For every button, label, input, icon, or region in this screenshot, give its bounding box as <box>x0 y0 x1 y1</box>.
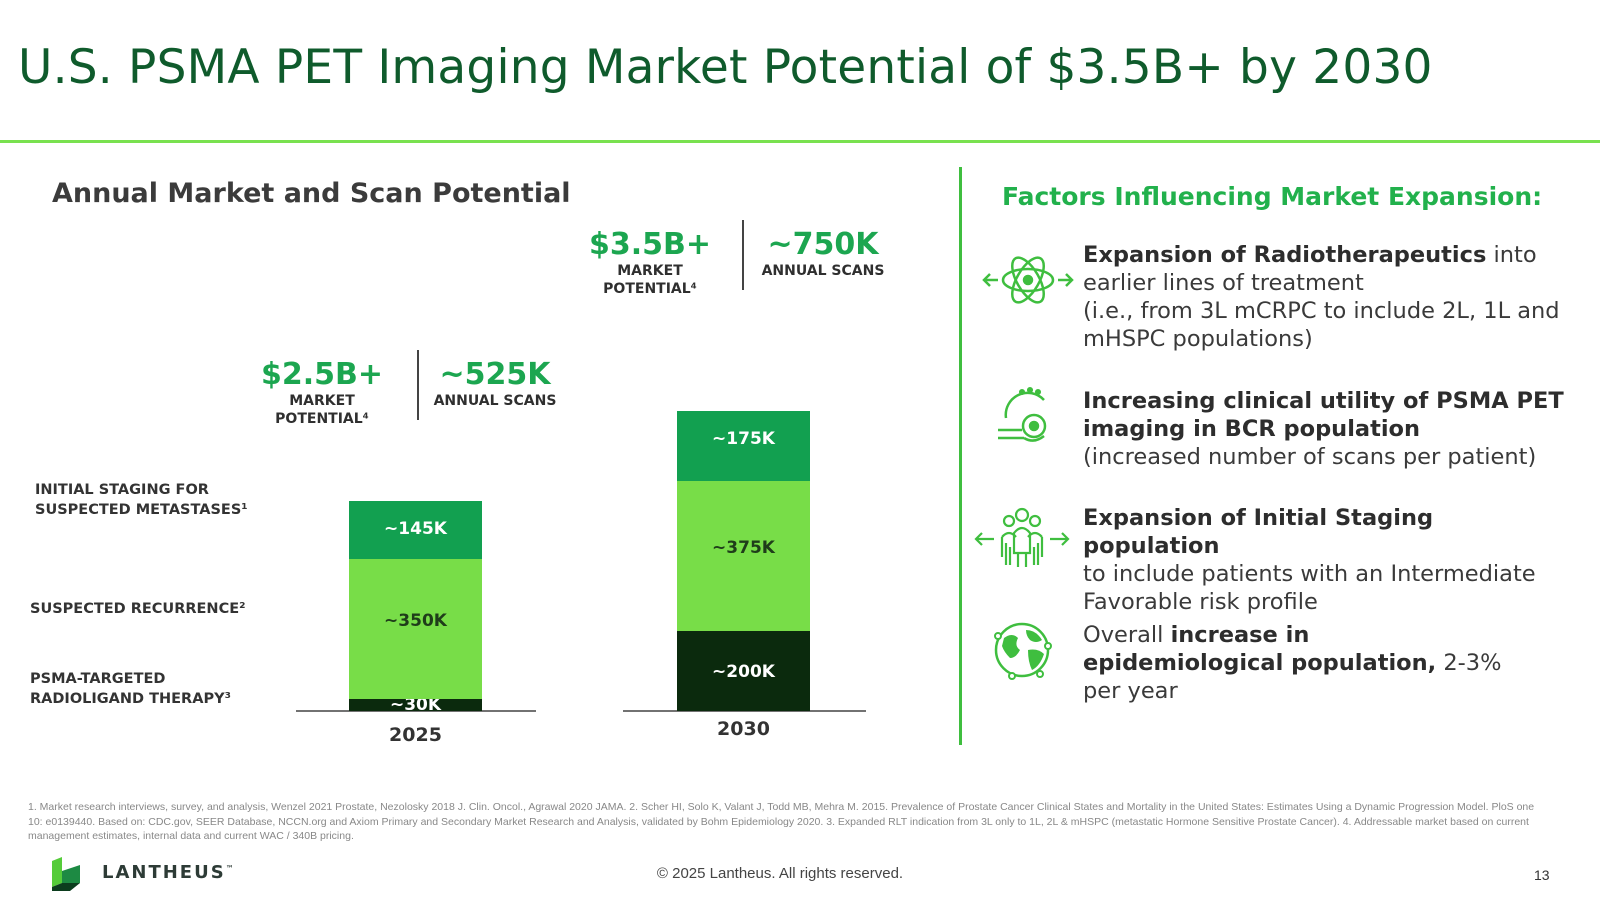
logo-trademark: ™ <box>225 864 236 873</box>
data-label: ~200K <box>712 662 776 682</box>
kpi-scans-value: ~525K <box>439 357 551 392</box>
kpi-separator <box>417 350 419 420</box>
kpi-scans-value: ~750K <box>767 227 879 262</box>
data-label: ~350K <box>384 611 448 631</box>
bar-segment-staging-2030 <box>677 411 810 481</box>
factor-psma-pet-utility: Increasing clinical utility of PSMA PET … <box>1083 387 1583 471</box>
row-label-text: INITIAL STAGING FOR SUSPECTED METASTASES… <box>35 482 248 518</box>
bar-segment-recurrence-2030 <box>677 481 810 631</box>
bar-segment-rlt-2025 <box>349 699 482 711</box>
lantheus-logo <box>52 857 80 891</box>
row-label-text: SUSPECTED RECURRENCE² <box>30 601 246 617</box>
data-label: ~375K <box>712 538 776 558</box>
atom-arrows-icon <box>982 256 1074 304</box>
factor-epidemiological: Overall increase in epidemiological popu… <box>1083 621 1513 705</box>
x-tick-label: 2030 <box>717 718 770 740</box>
copyright: © 2025 Lantheus. All rights reserved. <box>656 865 904 882</box>
factor-radiotherapeutics: Expansion of Radiotherapeutics into earl… <box>1083 241 1563 353</box>
factor-text: to include patients with an Intermediate… <box>1083 561 1536 615</box>
factor-bold: Increasing clinical utility of PSMA PET … <box>1083 388 1564 442</box>
data-label: ~145K <box>384 519 448 539</box>
pet-scanner-icon <box>998 386 1047 442</box>
data-label: ~175K <box>712 429 776 449</box>
section-divider <box>959 167 962 745</box>
factor-pre: Overall <box>1083 622 1171 648</box>
factor-initial-staging: Expansion of Initial Staging population … <box>1083 504 1563 616</box>
population-arrows-icon <box>974 507 1070 567</box>
kpi-scans-2025: ~525K ANNUAL SCANS <box>430 358 560 410</box>
kpi-market-2030: $3.5B+ MARKET POTENTIAL⁴ <box>576 228 724 298</box>
chart-section-title: Annual Market and Scan Potential <box>52 178 571 209</box>
title-divider <box>0 140 1600 143</box>
factor-bold: Expansion of Radiotherapeutics <box>1083 242 1487 268</box>
factor-bold: increase in epidemiological population, <box>1083 622 1437 676</box>
footnotes: 1. Market research interviews, survey, a… <box>28 801 1535 842</box>
factor-text: (increased number of scans per patient) <box>1083 444 1537 470</box>
factor-text: 2-3% per year <box>1083 650 1502 704</box>
bar-segment-recurrence-2025 <box>349 559 482 699</box>
factor-text: into earlier lines of treatment (i.e., f… <box>1083 242 1560 352</box>
x-tick-label: 2025 <box>389 724 442 746</box>
logo-text: LANTHEUS <box>102 862 226 883</box>
kpi-market-value: $2.5B+ <box>260 357 384 392</box>
kpi-market-label: MARKET POTENTIAL⁴ <box>603 263 697 297</box>
kpi-market-2025: $2.5B+ MARKET POTENTIAL⁴ <box>248 358 396 428</box>
row-label-radioligand-therapy: PSMA-TARGETED RADIOLIGAND THERAPY³ <box>30 669 231 709</box>
kpi-market-value: $3.5B+ <box>588 227 712 262</box>
page-number: 13 <box>1534 867 1550 883</box>
row-label-initial-staging: INITIAL STAGING FOR SUSPECTED METASTASES… <box>35 480 248 520</box>
factors-title: Factors Influencing Market Expansion: <box>1002 182 1543 211</box>
kpi-scans-label: ANNUAL SCANS <box>433 393 557 409</box>
bar-segment-rlt-2030 <box>677 631 810 711</box>
slide-title: U.S. PSMA PET Imaging Market Potential o… <box>18 40 1433 95</box>
kpi-scans-2030: ~750K ANNUAL SCANS <box>753 228 893 280</box>
data-label: ~30K <box>390 695 442 715</box>
factor-bold: Expansion of Initial Staging population <box>1083 505 1434 559</box>
kpi-scans-label: ANNUAL SCANS <box>761 263 885 279</box>
kpi-market-label: MARKET POTENTIAL⁴ <box>275 393 369 427</box>
stacked-bar-chart: 2025 2030 ~30K ~350K ~145K ~200K ~375K ~175K <box>296 411 866 746</box>
row-label-suspected-recurrence: SUSPECTED RECURRENCE² <box>30 599 245 619</box>
kpi-separator <box>742 220 744 290</box>
globe-icon <box>994 622 1052 680</box>
bar-segment-staging-2025 <box>349 501 482 559</box>
row-label-text: PSMA-TARGETED RADIOLIGAND THERAPY³ <box>30 671 231 707</box>
logo-wordmark: LANTHEUS™ <box>102 862 236 883</box>
